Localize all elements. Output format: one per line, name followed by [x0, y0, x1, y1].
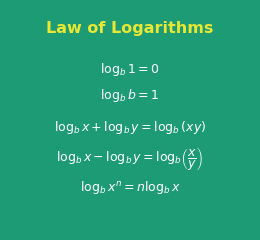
- Text: $\log_b b = 1$: $\log_b b = 1$: [100, 88, 160, 104]
- Text: $\log_b 1 = 0$: $\log_b 1 = 0$: [100, 61, 160, 78]
- Text: $\log_b x^n = n\log_b x$: $\log_b x^n = n\log_b x$: [80, 179, 180, 196]
- Text: $\log_b x - \log_b y = \log_b\!\left(\dfrac{x}{y}\right)$: $\log_b x - \log_b y = \log_b\!\left(\df…: [56, 145, 204, 172]
- Text: $\log_b x + \log_b y = \log_b(xy)$: $\log_b x + \log_b y = \log_b(xy)$: [54, 119, 206, 136]
- Text: Law of Logarithms: Law of Logarithms: [46, 21, 214, 36]
